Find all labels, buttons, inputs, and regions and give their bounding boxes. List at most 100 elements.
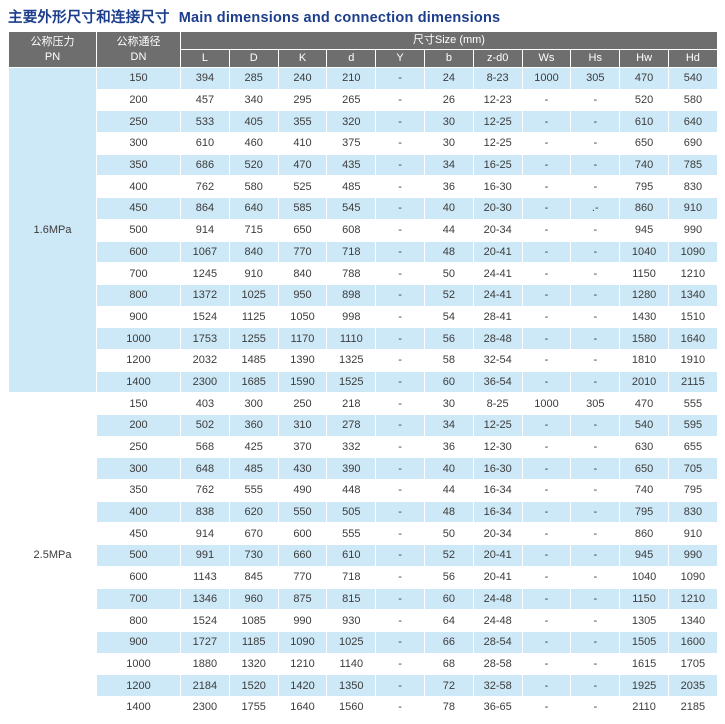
dn-cell: 700 bbox=[96, 262, 181, 285]
cell-z-d0: 28-48 bbox=[472, 327, 523, 350]
cell-D: 960 bbox=[228, 587, 279, 611]
cell-Hs: - bbox=[570, 435, 621, 459]
cell-K: 1420 bbox=[277, 674, 328, 697]
cell-Hs: - bbox=[570, 88, 621, 112]
table-row: 250 533 405 355 320-30 12-25- -610 640 bbox=[9, 110, 718, 134]
cell-Hw: 630 bbox=[619, 435, 669, 459]
cell-b: 48 bbox=[423, 500, 474, 524]
cell-L: 1067 bbox=[180, 240, 230, 264]
cell-Y: - bbox=[375, 197, 425, 220]
cell-Hw: 1150 bbox=[619, 587, 669, 611]
cell-Hs: 305 bbox=[570, 67, 621, 90]
cell-Y: - bbox=[375, 392, 425, 415]
cell-d: 210 bbox=[326, 67, 377, 90]
table-body: 1.6MPa 150 394 285 240 210-24 8-23 1000 305 470 54… bbox=[8, 66, 718, 719]
cell-Hs: - bbox=[570, 630, 621, 654]
cell-z-d0: 16-30 bbox=[472, 175, 523, 199]
cell-z-d0: 32-54 bbox=[472, 348, 523, 372]
cell-d: 218 bbox=[326, 392, 377, 415]
cell-d: 1350 bbox=[326, 674, 377, 697]
cell-b: 60 bbox=[423, 370, 474, 394]
cell-Ws: - bbox=[521, 348, 572, 372]
cell-Hw: 945 bbox=[619, 218, 669, 242]
cell-Hw: 1430 bbox=[619, 305, 669, 329]
cell-L: 1753 bbox=[180, 327, 230, 350]
cell-z-d0: 28-54 bbox=[472, 630, 523, 654]
cell-Ws: - bbox=[521, 218, 572, 242]
cell-D: 360 bbox=[228, 414, 279, 437]
cell-Hs: - bbox=[570, 370, 621, 394]
cell-Hw: 650 bbox=[619, 132, 669, 155]
table-row: 600 1067 840 770 718-48 20-41- -1040 1090 bbox=[9, 240, 718, 264]
cell-L: 533 bbox=[180, 110, 230, 134]
cell-Hw: 610 bbox=[619, 110, 669, 134]
dn-cell: 400 bbox=[96, 500, 181, 524]
cell-Hd: 595 bbox=[667, 414, 718, 437]
cell-Hd: 690 bbox=[667, 132, 718, 155]
cell-Ws: - bbox=[521, 110, 572, 134]
cell-K: 1640 bbox=[277, 695, 328, 719]
cell-Ws: - bbox=[521, 327, 572, 350]
header-col-d: d bbox=[326, 49, 377, 68]
dn-cell: 150 bbox=[96, 392, 181, 415]
header-row-group: 公称压力 PN 公称通径 DN 尺寸Size (mm) bbox=[8, 31, 718, 68]
header-col-z-d0: z-d0 bbox=[472, 49, 523, 68]
table-row: 1400 2300 1685 1590 1525-60 36-54- -2010 2115 bbox=[9, 370, 718, 394]
cell-Hs: - bbox=[570, 587, 621, 611]
cell-Hd: 1640 bbox=[667, 327, 718, 350]
cell-b: 26 bbox=[423, 88, 474, 112]
cell-z-d0: 32-58 bbox=[472, 674, 523, 697]
cell-Hd: 990 bbox=[667, 544, 718, 567]
table-row: 800 1524 1085 990 930-64 24-48- -1305 1340 bbox=[9, 609, 718, 632]
cell-Hd: 2115 bbox=[667, 370, 718, 394]
header-dn: 公称通径 DN bbox=[96, 31, 181, 68]
cell-Hs: - bbox=[570, 262, 621, 285]
table-row: 300 610 460 410 375-30 12-25- -650 690 bbox=[9, 132, 718, 155]
dn-cell: 450 bbox=[96, 522, 181, 546]
cell-L: 2032 bbox=[180, 348, 230, 372]
cell-b: 36 bbox=[423, 435, 474, 459]
cell-Y: - bbox=[375, 674, 425, 697]
header-pn: 公称压力 PN bbox=[8, 31, 97, 68]
cell-Hs: - bbox=[570, 457, 621, 481]
cell-Hd: 555 bbox=[667, 392, 718, 415]
dimensions-table: 公称压力 PN 公称通径 DN 尺寸Size (mm) L D K d Y b … bbox=[8, 31, 718, 719]
cell-L: 991 bbox=[180, 544, 230, 567]
cell-d: 1025 bbox=[326, 630, 377, 654]
cell-D: 1125 bbox=[228, 305, 279, 329]
cell-d: 390 bbox=[326, 457, 377, 481]
cell-d: 1140 bbox=[326, 652, 377, 676]
cell-z-d0: 8-23 bbox=[472, 67, 523, 90]
header-pn-en: PN bbox=[44, 50, 61, 63]
cell-b: 50 bbox=[423, 262, 474, 285]
cell-b: 34 bbox=[423, 414, 474, 437]
cell-Hs: - bbox=[570, 175, 621, 199]
header-col-b: b bbox=[423, 49, 474, 68]
cell-Hd: 830 bbox=[667, 175, 718, 199]
cell-Y: - bbox=[375, 587, 425, 611]
table-row: 1000 1753 1255 1170 1110-56 28-48- -1580 1640 bbox=[9, 327, 718, 350]
cell-z-d0: 20-41 bbox=[472, 240, 523, 264]
cell-Y: - bbox=[375, 262, 425, 285]
cell-Hd: 540 bbox=[667, 67, 718, 90]
cell-D: 840 bbox=[228, 240, 279, 264]
cell-Y: - bbox=[375, 479, 425, 502]
cell-L: 1143 bbox=[180, 565, 230, 589]
cell-K: 650 bbox=[277, 218, 328, 242]
cell-D: 555 bbox=[228, 479, 279, 502]
cell-Ws: - bbox=[521, 197, 572, 220]
cell-Hs: - bbox=[570, 414, 621, 437]
cell-z-d0: 16-30 bbox=[472, 457, 523, 481]
table-row: 1000 1880 1320 1210 1140-68 28-58- -1615 1705 bbox=[9, 652, 718, 676]
table-row: 600 1143 845 770 718-56 20-41- -1040 1090 bbox=[9, 565, 718, 589]
cell-z-d0: 20-34 bbox=[472, 522, 523, 546]
cell-L: 914 bbox=[180, 218, 230, 242]
cell-Hw: 1615 bbox=[619, 652, 669, 676]
cell-Hw: 540 bbox=[619, 414, 669, 437]
table-row: 900 1727 1185 1090 1025-66 28-54- -1505 1600 bbox=[9, 630, 718, 654]
cell-d: 435 bbox=[326, 153, 377, 177]
cell-Hd: 1090 bbox=[667, 240, 718, 264]
cell-D: 285 bbox=[228, 67, 279, 90]
cell-Ws: - bbox=[521, 500, 572, 524]
